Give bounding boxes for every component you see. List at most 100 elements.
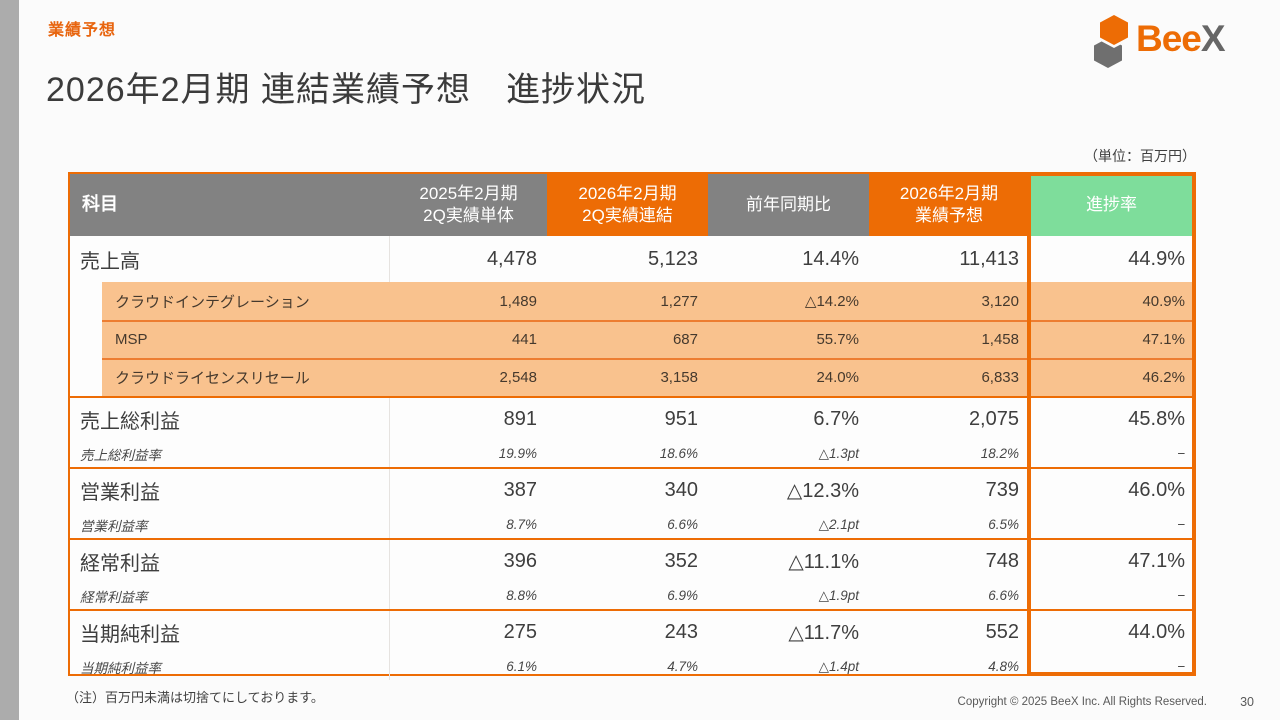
row-label: 売上総利益率 (70, 440, 390, 467)
beex-logo: BeeX (1094, 12, 1254, 70)
table-row-main: 営業利益 387 340 △12.3% 739 46.0% (70, 467, 1194, 511)
cell-forecast-2026: 3,120 (981, 292, 1019, 310)
table-row-main: 当期純利益 275 243 △11.7% 552 44.0% (70, 609, 1194, 653)
cell-yoy: △1.3pt (818, 445, 859, 461)
page-number: 30 (1240, 695, 1254, 709)
table-row-sub: クラウドインテグレーション 1,489 1,277 △14.2% 3,120 40.9% (70, 282, 1194, 320)
header-row: 科目 2025年2月期 2Q実績単体 2026年2月期 2Q実績連結 前年同期比 2026年… (70, 174, 1194, 236)
cell-q2-2026-consolidated: 1,277 (660, 292, 698, 310)
subrow-separator (102, 358, 1194, 360)
copyright: Copyright © 2025 BeeX Inc. All Rights Re… (957, 696, 1207, 708)
cell-q2-2025-standalone: 275 (503, 620, 537, 643)
logo-text: BeeX (1136, 18, 1226, 60)
cell-yoy: △14.2% (804, 293, 859, 310)
row-label: 売上高 (70, 236, 390, 282)
cell-q2-2026-consolidated: 4.7% (667, 659, 698, 674)
cell-progress: 46.0% (1128, 478, 1185, 501)
cell-q2-2025-standalone: 441 (511, 330, 537, 348)
cell-forecast-2026: 748 (985, 549, 1019, 572)
cell-progress: 44.9% (1128, 247, 1185, 270)
cell-progress: − (1177, 659, 1185, 674)
cell-forecast-2026: 1,458 (981, 330, 1019, 348)
cell-yoy: 14.4% (802, 247, 859, 270)
header-q2-2026-consolidated: 2026年2月期 2Q実績連結 (547, 174, 708, 236)
cell-forecast-2026: 2,075 (968, 407, 1019, 430)
cell-q2-2025-standalone: 396 (503, 549, 537, 572)
cell-forecast-2026: 6.5% (988, 517, 1019, 532)
cell-yoy: 55.7% (816, 330, 859, 348)
header-forecast-2026: 2026年2月期 業績予想 (869, 174, 1029, 236)
header-q2-2025-standalone: 2025年2月期 2Q実績単体 (390, 174, 547, 236)
cell-forecast-2026: 552 (985, 620, 1019, 643)
cell-yoy: △12.3% (786, 479, 859, 502)
row-label: 経常利益率 (70, 582, 390, 609)
cell-forecast-2026: 18.2% (980, 446, 1019, 461)
cell-q2-2025-standalone: 1,489 (499, 292, 537, 310)
cell-q2-2026-consolidated: 340 (664, 478, 698, 501)
cell-forecast-2026: 6.6% (988, 588, 1019, 603)
cell-progress: − (1177, 588, 1185, 603)
row-label: 経常利益 (70, 540, 390, 582)
footnote: （注）百万円未満は切捨てにしております。 (66, 690, 324, 705)
row-label: 当期純利益 (70, 611, 390, 653)
table-row-main: 売上総利益 891 951 6.7% 2,075 45.8% (70, 396, 1194, 440)
cell-q2-2025-standalone: 4,478 (486, 247, 537, 270)
table-row-rate: 売上総利益率 19.9% 18.6% △1.3pt 18.2% − (70, 440, 1194, 467)
subrow-separator (102, 320, 1194, 322)
cell-q2-2026-consolidated: 5,123 (647, 247, 698, 270)
cell-q2-2025-standalone: 891 (503, 407, 537, 430)
cell-progress: 47.1% (1128, 549, 1185, 572)
table-row-rate: 当期純利益率 6.1% 4.7% △1.4pt 4.8% − (70, 653, 1194, 680)
table-row-main: 売上高 4,478 5,123 14.4% 11,413 44.9% (70, 236, 1194, 282)
unit-note: （単位：百万円） (1084, 148, 1196, 164)
cell-forecast-2026: 11,413 (959, 247, 1019, 270)
cell-q2-2025-standalone: 2,548 (499, 368, 537, 386)
cell-q2-2025-standalone: 387 (503, 478, 537, 501)
cell-progress: 47.1% (1142, 330, 1185, 348)
cell-q2-2025-standalone: 6.1% (506, 659, 537, 674)
header-item: 科目 (70, 174, 390, 236)
cell-yoy: △11.1% (788, 550, 859, 573)
section-eyebrow: 業績予想 (48, 22, 117, 39)
row-label: 営業利益 (70, 469, 390, 511)
cell-q2-2026-consolidated: 6.6% (667, 517, 698, 532)
cell-yoy: △1.9pt (818, 587, 859, 603)
logo-text-bee: Bee (1136, 18, 1202, 59)
cell-progress: − (1177, 446, 1185, 461)
row-label: クラウドライセンスリセール (115, 369, 310, 387)
cell-yoy: 6.7% (813, 407, 859, 430)
cell-q2-2026-consolidated: 352 (664, 549, 698, 572)
header-yoy: 前年同期比 (708, 174, 869, 236)
row-label: 営業利益率 (70, 511, 390, 538)
cell-yoy: △11.7% (788, 621, 859, 644)
cell-yoy: 24.0% (816, 368, 859, 386)
row-label: クラウドインテグレーション (115, 293, 310, 311)
table-row-sub: MSP 441 687 55.7% 1,458 47.1% (70, 320, 1194, 358)
table-row-rate: 経常利益率 8.8% 6.9% △1.9pt 6.6% − (70, 582, 1194, 609)
cell-q2-2026-consolidated: 6.9% (667, 588, 698, 603)
cell-q2-2025-standalone: 8.8% (506, 588, 537, 603)
cell-forecast-2026: 4.8% (988, 659, 1019, 674)
header-progress: 進捗率 (1029, 174, 1194, 236)
cell-yoy: △1.4pt (818, 658, 859, 674)
cell-progress: 44.0% (1128, 620, 1185, 643)
table-row-rate: 営業利益率 8.7% 6.6% △2.1pt 6.5% − (70, 511, 1194, 538)
cell-q2-2026-consolidated: 687 (672, 330, 698, 348)
table-row-main: 経常利益 396 352 △11.1% 748 47.1% (70, 538, 1194, 582)
cell-progress: 46.2% (1142, 368, 1185, 386)
cell-forecast-2026: 6,833 (981, 368, 1019, 386)
row-label: MSP (115, 330, 148, 348)
cell-q2-2026-consolidated: 951 (664, 407, 698, 430)
cell-q2-2026-consolidated: 3,158 (660, 368, 698, 386)
forecast-table: 科目 2025年2月期 2Q実績単体 2026年2月期 2Q実績連結 前年同期比 2026年… (68, 172, 1196, 680)
cell-yoy: △2.1pt (818, 516, 859, 532)
cell-q2-2025-standalone: 8.7% (506, 517, 537, 532)
row-label: 売上総利益 (70, 398, 390, 440)
cell-q2-2026-consolidated: 243 (664, 620, 698, 643)
table-row-sub: クラウドライセンスリセール 2,548 3,158 24.0% 6,833 46.2% (70, 358, 1194, 396)
cell-progress: 45.8% (1128, 407, 1185, 430)
cell-progress: − (1177, 517, 1185, 532)
row-label: 当期純利益率 (70, 653, 390, 680)
cell-forecast-2026: 739 (985, 478, 1019, 501)
logo-text-x: X (1200, 18, 1226, 59)
